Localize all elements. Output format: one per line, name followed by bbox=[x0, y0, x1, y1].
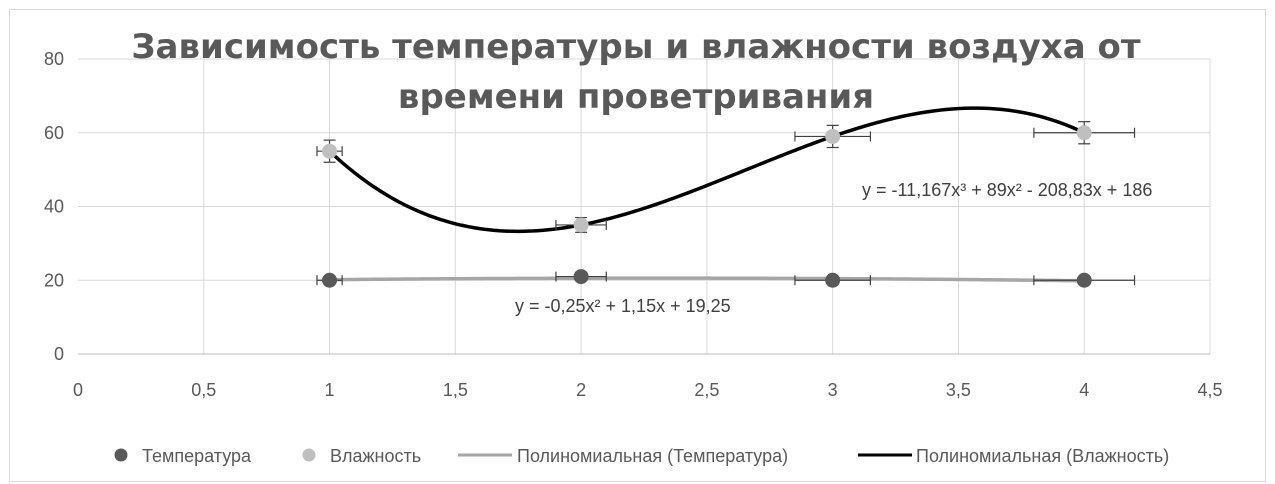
data-point-humidity bbox=[573, 217, 589, 233]
y-tick-label: 0 bbox=[54, 344, 64, 364]
x-tick-label: 0,5 bbox=[191, 380, 216, 400]
trendline-humidity bbox=[328, 106, 1085, 234]
chart-area-border bbox=[9, 9, 1266, 482]
trendlines bbox=[328, 106, 1085, 283]
y-tick-label: 40 bbox=[44, 197, 64, 217]
trendline-equation-temperature: y = -0,25x² + 1,15x + 19,25 bbox=[515, 296, 731, 316]
x-tick-label: 3,5 bbox=[946, 380, 971, 400]
x-tick-label: 3 bbox=[828, 380, 838, 400]
data-point-temperature bbox=[322, 272, 338, 288]
chart-title-line-1: Зависимость температуры и влажности возд… bbox=[131, 27, 1140, 67]
x-tick-label: 2,5 bbox=[694, 380, 719, 400]
legend-marker-temperature bbox=[114, 448, 128, 462]
legend-label-trend-temperature: Полиномиальная (Температура) bbox=[517, 446, 788, 466]
trendline-temperature bbox=[329, 276, 1085, 283]
data-point-humidity bbox=[322, 143, 338, 159]
trendline-equation-humidity: y = -11,167x³ + 89x² - 208,83x + 186 bbox=[862, 180, 1152, 200]
y-tick-label: 20 bbox=[44, 270, 64, 290]
legend-label-temperature: Температура bbox=[142, 446, 252, 466]
legend-marker-humidity bbox=[302, 448, 316, 462]
data-points bbox=[322, 125, 1092, 288]
x-tick-label: 1,5 bbox=[443, 380, 468, 400]
x-tick-label: 4 bbox=[1079, 380, 1089, 400]
data-point-temperature bbox=[1076, 272, 1092, 288]
chart-title-line-2: времени проветривания bbox=[398, 77, 874, 117]
x-tick-label: 2 bbox=[576, 380, 586, 400]
error-bars bbox=[316, 121, 1136, 286]
legend: Температура Влажность Полиномиальная (Те… bbox=[114, 446, 1169, 466]
data-point-humidity bbox=[1076, 125, 1092, 141]
x-tick-label: 0 bbox=[73, 380, 83, 400]
data-point-humidity bbox=[825, 128, 841, 144]
y-tick-label: 80 bbox=[44, 49, 64, 69]
y-tick-label: 60 bbox=[44, 123, 64, 143]
legend-label-trend-humidity: Полиномиальная (Влажность) bbox=[916, 446, 1169, 466]
data-point-temperature bbox=[825, 272, 841, 288]
tick-labels: 0 0,5 1 1,5 2 2,5 3 3,5 4 4,5 0 20 40 60 80 bbox=[44, 49, 1223, 400]
x-tick-label: 1 bbox=[325, 380, 335, 400]
x-tick-label: 4,5 bbox=[1197, 380, 1222, 400]
data-point-temperature bbox=[573, 269, 589, 285]
legend-label-humidity: Влажность bbox=[330, 446, 421, 466]
